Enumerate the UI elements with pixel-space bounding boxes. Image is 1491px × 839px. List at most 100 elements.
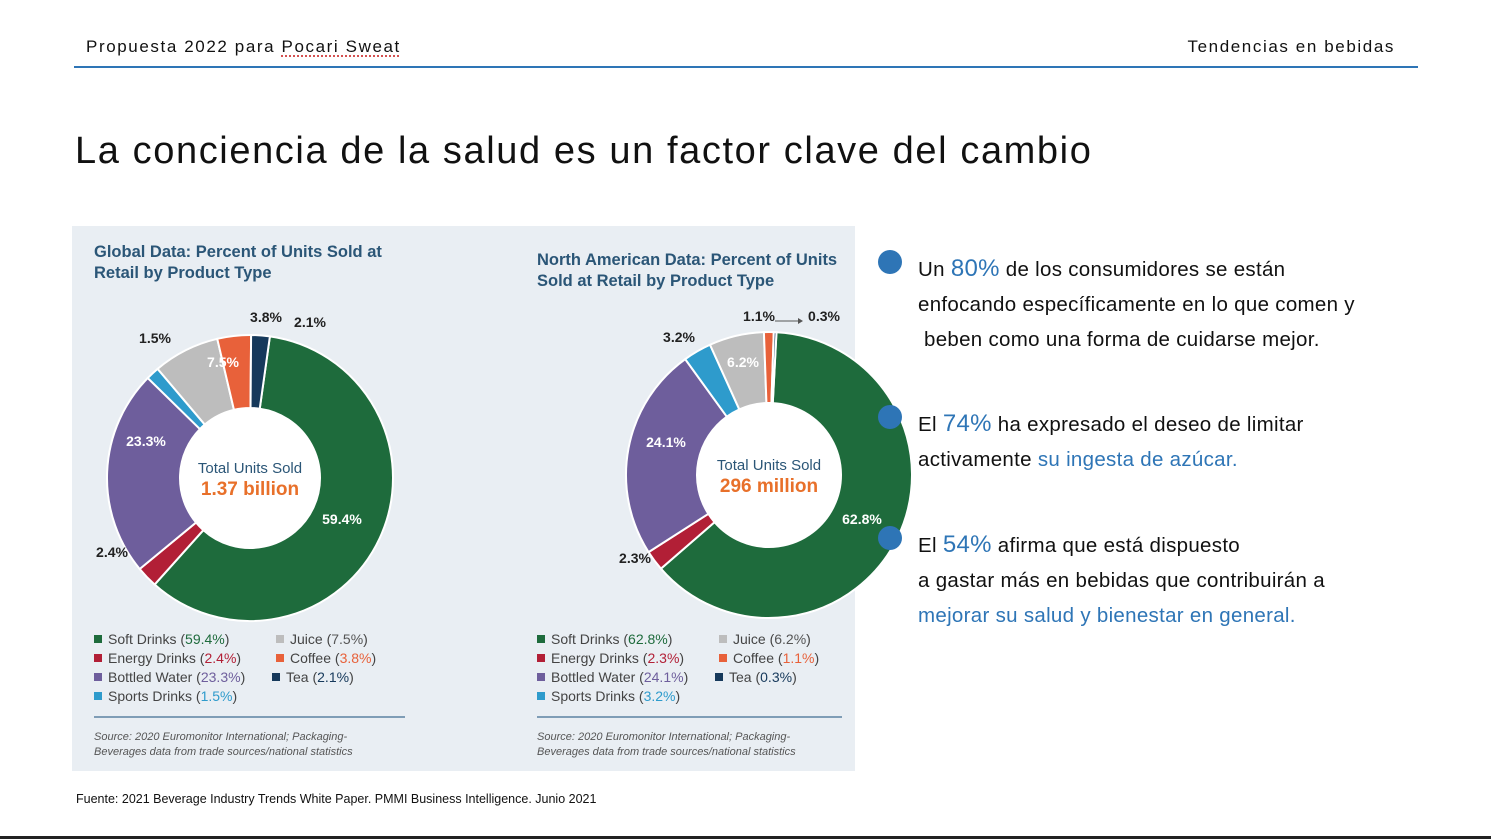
legend-item-juice: Juice (6.2%) bbox=[719, 630, 811, 649]
legend-swatch bbox=[719, 654, 727, 662]
legend-paren: ) bbox=[675, 688, 681, 704]
bullet-segment: El bbox=[918, 534, 943, 557]
slice-label-bottled-water: 24.1% bbox=[646, 434, 686, 450]
slice-label-sports-drinks: 1.5% bbox=[139, 330, 171, 346]
highlight-text: su ingesta de azúcar. bbox=[1037, 448, 1238, 471]
chart-title-line: Sold at Retail by Product Type bbox=[537, 272, 775, 290]
bullet-text: El 54% afirma que está dispuesto a gastar… bbox=[918, 527, 1325, 633]
center-label: Total Units Sold bbox=[198, 460, 302, 477]
slice-label-energy-drinks: 2.4% bbox=[96, 544, 128, 560]
legend-percent: 3.2% bbox=[643, 688, 676, 704]
source-divider bbox=[94, 716, 405, 718]
legend-percent: 6.2% bbox=[774, 631, 807, 647]
legend-name: Juice bbox=[290, 631, 323, 647]
legend-swatch bbox=[537, 673, 545, 681]
bullet-text: El 74% ha expresado el deseo de limitar a… bbox=[918, 406, 1304, 477]
chart-title: Global Data: Percent of Units Sold at Ret… bbox=[94, 242, 382, 284]
chart-source-line: Beverages data from trade sources/nation… bbox=[537, 746, 796, 758]
legend-item-juice: Juice (7.5%) bbox=[276, 630, 368, 649]
legend-swatch bbox=[94, 692, 102, 700]
legend-paren: ) bbox=[349, 669, 354, 685]
legend-item-sports-drinks: Sports Drinks (1.5%) bbox=[94, 687, 237, 706]
legend-swatch bbox=[94, 635, 102, 643]
chart-title: North American Data: Percent of Units Sol… bbox=[537, 250, 837, 292]
legend-paren: ) bbox=[371, 650, 377, 666]
legend-percent: 7.5% bbox=[331, 631, 364, 647]
slice-label-juice: 6.2% bbox=[727, 354, 759, 370]
bullet-segment: activamente bbox=[918, 448, 1038, 471]
legend-swatch bbox=[276, 654, 284, 662]
legend-paren: ) bbox=[232, 688, 238, 704]
legend-item-soft-drinks: Soft Drinks (59.4%) bbox=[94, 630, 229, 649]
legend-swatch bbox=[94, 654, 102, 662]
legend-name: Sports Drinks bbox=[108, 688, 193, 704]
donut-svg: 59.4% 2.4% 23.3% 1.5% 7.5% 3.8% 2.1% Total Unit… bbox=[96, 309, 394, 622]
legend-paren: ( bbox=[195, 650, 205, 666]
legend-paren: ( bbox=[619, 631, 629, 647]
legend-item-tea: Tea (0.3%) bbox=[715, 668, 797, 687]
chart-title-line: Global Data: Percent of Units Sold at bbox=[94, 243, 382, 261]
slice-label-coffee: 1.1% bbox=[743, 308, 775, 324]
legend-paren: ( bbox=[176, 631, 186, 647]
legend-percent: 59.4% bbox=[185, 631, 225, 647]
donut-hole bbox=[697, 403, 841, 547]
legend-percent: 2.4% bbox=[204, 650, 237, 666]
legend-item-coffee: Coffee (1.1%) bbox=[719, 649, 819, 668]
bullet-segment: El bbox=[918, 413, 943, 436]
bullet-text: Un 80% de los consumidores se están enfoc… bbox=[918, 251, 1355, 357]
legend-item-tea: Tea (2.1%) bbox=[272, 668, 354, 687]
legend-name: Energy Drinks bbox=[108, 650, 196, 666]
bullet-line: beben como una forma de cuidarse mejor. bbox=[918, 322, 1355, 357]
legend-paren: ) bbox=[814, 650, 820, 666]
slice-label-soft-drinks: 62.8% bbox=[842, 511, 882, 527]
bullet-segment: de los consumidores se están bbox=[999, 258, 1286, 281]
legend-percent: 0.3% bbox=[760, 669, 793, 685]
legend-name: Tea bbox=[729, 669, 752, 685]
legend-name: Soft Drinks bbox=[551, 631, 620, 647]
legend-paren: ( bbox=[322, 631, 332, 647]
legend-name: Tea bbox=[286, 669, 309, 685]
legend-swatch bbox=[272, 673, 280, 681]
bullet-line: activamente su ingesta de azúcar. bbox=[918, 442, 1304, 477]
legend-item-bottled-water: Bottled Water (23.3%) bbox=[94, 668, 245, 687]
legend-name: Bottled Water bbox=[551, 669, 636, 685]
bullet-line: El 74% ha expresado el deseo de limitar bbox=[918, 406, 1304, 442]
legend-paren: ( bbox=[192, 669, 201, 685]
legend-swatch bbox=[537, 654, 545, 662]
bullet-segment: Un bbox=[918, 258, 951, 281]
bullet-segment: afirma que está dispuesto bbox=[991, 534, 1241, 557]
bullet-line: El 54% afirma que está dispuesto bbox=[918, 527, 1325, 563]
chart-source: Source: 2020 Euromonitor International; … bbox=[94, 730, 353, 760]
north-american-donut-chart: North American Data: Percent of Units Sol… bbox=[515, 226, 913, 771]
legend-paren: ( bbox=[635, 688, 644, 704]
chart-title-line: Retail by Product Type bbox=[94, 264, 272, 282]
legend-name: Energy Drinks bbox=[551, 650, 639, 666]
center-label: Total Units Sold bbox=[717, 457, 821, 474]
legend-percent: 1.1% bbox=[782, 650, 815, 666]
legend-percent: 3.8% bbox=[339, 650, 372, 666]
bullet-line: mejorar su salud y bienestar en general. bbox=[918, 598, 1325, 633]
header-left: Propuesta 2022 para Pocari Sweat bbox=[86, 37, 401, 57]
charts-panel: Global Data: Percent of Units Sold at Ret… bbox=[72, 226, 913, 771]
legend-name: Coffee bbox=[733, 650, 774, 666]
highlight-text: 54% bbox=[942, 531, 992, 558]
slice-label-tea: 0.3% bbox=[808, 308, 840, 324]
legend-paren: ) bbox=[679, 650, 685, 666]
donut-hole bbox=[180, 408, 320, 548]
slice-label-coffee: 3.8% bbox=[250, 309, 282, 325]
legend-swatch bbox=[276, 635, 284, 643]
legend-paren: ( bbox=[635, 669, 644, 685]
highlight-text: 74% bbox=[942, 410, 992, 437]
legend-paren: ( bbox=[308, 669, 318, 685]
legend-paren: ( bbox=[774, 650, 783, 666]
bullet-segment: beben como una forma de cuidarse mejor. bbox=[918, 328, 1320, 351]
bullet-line: a gastar más en bebidas que contribuirán… bbox=[918, 563, 1325, 598]
chart-source-line: Source: 2020 Euromonitor International; … bbox=[537, 731, 791, 743]
legend-item-sports-drinks: Sports Drinks (3.2%) bbox=[537, 687, 680, 706]
legend-paren: ) bbox=[792, 669, 797, 685]
bullet-line: enfocando específicamente en lo que come… bbox=[918, 287, 1355, 322]
legend-item-soft-drinks: Soft Drinks (62.8%) bbox=[537, 630, 672, 649]
slice-label-bottled-water: 23.3% bbox=[126, 433, 166, 449]
legend-item-energy-drinks: Energy Drinks (2.3%) bbox=[537, 649, 684, 668]
legend-name: Bottled Water bbox=[108, 669, 193, 685]
